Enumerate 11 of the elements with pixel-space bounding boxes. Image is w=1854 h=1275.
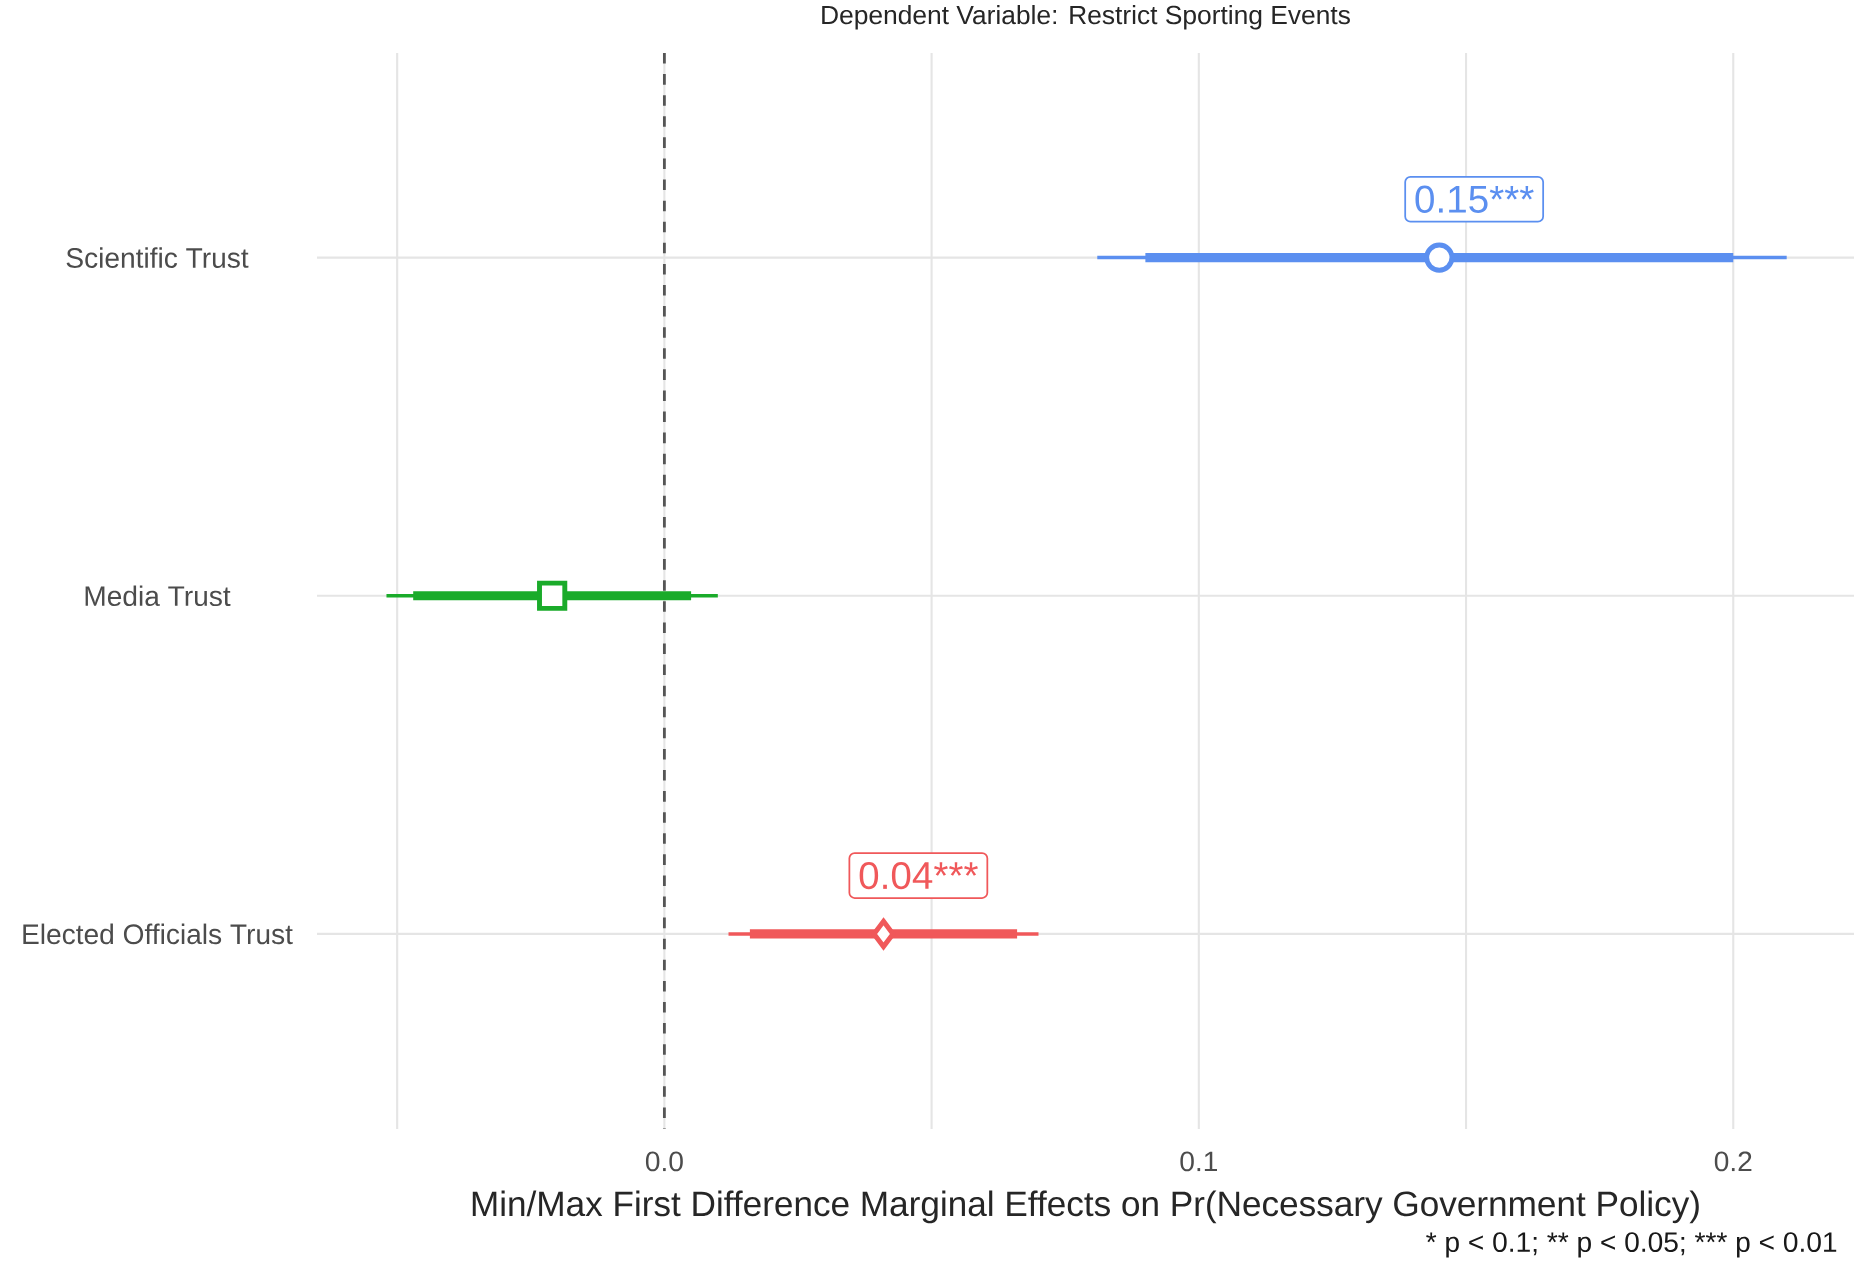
y-tick-label: Media Trust xyxy=(85,585,231,607)
annotation: 0.04*** xyxy=(859,861,978,890)
text: * p < 0.1; ** p < 0.05; *** p < 0.01 xyxy=(1426,1232,1837,1258)
chart-title: Dependent Variable: Restrict Sporting Events xyxy=(822,4,1350,30)
x-tick-label: 0.1 xyxy=(1180,1151,1217,1172)
y-tick-label: Scientific Trust xyxy=(66,247,249,268)
annotation: 0.15*** xyxy=(1415,185,1534,213)
y-tick-label: Elected Officials Trust xyxy=(23,923,293,945)
x-tick-label: 0.0 xyxy=(645,1151,683,1172)
x-tick-label: 0.2 xyxy=(1714,1151,1752,1172)
x-axis-title: Min/Max First Difference Marginal Effects on Pr(Necessary Government Policy) xyxy=(472,1190,1699,1224)
